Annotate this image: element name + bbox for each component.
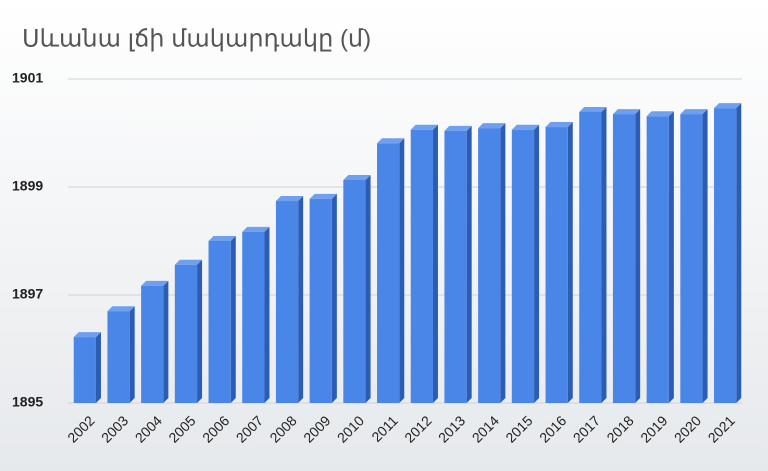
bar-top [545,122,573,128]
bar-top [646,111,674,117]
bar [73,337,96,403]
bar-side [534,124,540,403]
bar-side [399,138,405,403]
bar [646,116,669,403]
bar [511,129,535,403]
bar-top [174,259,203,265]
bar [275,201,299,403]
bar-side [601,106,607,403]
bar [478,128,501,403]
bar-side [702,109,708,403]
bar-side [331,193,337,403]
bar-top [478,123,506,129]
bar-top [107,306,135,312]
y-tick-label: 1899 [12,178,43,194]
bar-top [141,280,169,286]
bar-side [635,109,641,403]
bar [545,127,568,403]
y-tick-label: 1901 [12,70,43,86]
bar-top [579,106,607,112]
bar-side [736,103,742,403]
bar-side [466,125,472,403]
bar-side [500,123,506,403]
bar [174,264,198,403]
bar-side [163,280,169,403]
bar-side [264,226,270,403]
bar-top [444,125,472,131]
bar [242,231,265,403]
y-tick-label: 1897 [12,286,43,302]
bar-top [242,226,270,232]
bar [444,130,467,403]
bar-side [365,174,371,403]
bar-side [230,236,236,403]
bar-side [668,111,674,403]
bar-top [309,193,337,199]
y-tick-label: 1895 [12,394,43,410]
bar [714,108,737,403]
bar-top [73,332,101,338]
bar-top [377,138,405,144]
bar [680,114,703,403]
bar-side [567,122,573,403]
bar-top [612,109,641,115]
bar-top [680,109,708,115]
bar-top [714,103,742,109]
bar-top [511,124,540,130]
bar-side [129,306,135,403]
bar-top [343,174,371,180]
bar-side [197,259,203,403]
bar [377,143,400,403]
bar [107,311,130,403]
chart-title: Սևանա լճի մակարդակը (մ) [22,25,371,52]
bar [343,179,366,403]
bar-top [275,196,304,202]
bar [141,285,164,403]
bar [208,241,231,403]
bar [612,114,636,403]
bar-side [95,332,101,403]
bar [309,198,332,403]
bar [579,111,602,403]
bar-top [410,124,438,130]
bar-side [432,124,438,403]
bar-side [298,196,304,403]
bar [410,129,433,403]
bar-top [208,236,236,241]
